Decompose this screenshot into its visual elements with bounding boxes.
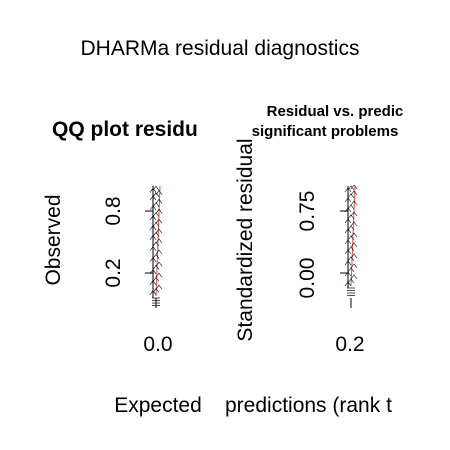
residual-point (344, 228, 352, 234)
residual-point (350, 190, 358, 196)
residual-point (350, 211, 358, 217)
residual-point (350, 232, 358, 238)
qq-point (149, 269, 157, 274)
residual-point (344, 207, 352, 213)
qq-point (149, 187, 157, 193)
qq-x-label: Expected (114, 394, 202, 417)
qq-point (155, 238, 163, 244)
qq-point (155, 272, 163, 278)
qq-point (149, 246, 157, 251)
qq-point (152, 277, 160, 282)
qq-point (152, 231, 160, 237)
residual-subtitle: significant problems (252, 123, 399, 140)
qq-x-tick-label-0.0: 0.0 (143, 333, 172, 356)
residual-point (347, 256, 355, 262)
qq-point (149, 205, 157, 211)
qq-point (152, 253, 160, 259)
qq-point (155, 190, 163, 195)
qq-point (155, 249, 163, 255)
residual-point (344, 187, 352, 193)
residual-point (350, 274, 358, 280)
qq-point (152, 192, 160, 197)
residual-x-label: predictions (rank t (225, 394, 392, 417)
qq-point (152, 264, 160, 270)
qq-point (155, 228, 163, 234)
residual-point (350, 253, 358, 259)
qq-point (155, 261, 163, 267)
residual-point (344, 281, 352, 287)
qq-y-tick-label-0.2: 0.2 (102, 258, 125, 287)
qq-point (149, 235, 157, 240)
qq-point (152, 222, 160, 227)
qq-point (149, 280, 157, 285)
residual-point (344, 249, 352, 255)
qq-point (149, 195, 157, 201)
residual-x-tick-label-0.2: 0.2 (335, 333, 364, 356)
qq-y-tick-label-0.8: 0.8 (102, 196, 125, 225)
qq-point (152, 185, 160, 191)
residual-data-marks (344, 184, 358, 296)
qq-point (152, 212, 160, 217)
qq-point (149, 290, 157, 295)
residual-panel: Residual vs. predic significant problems… (225, 103, 403, 417)
qq-point (155, 218, 163, 224)
qq-point (152, 241, 160, 247)
residual-point (350, 221, 358, 227)
qq-panel: QQ plot residu Observed 0.2 0.8 0.0 Expe… (42, 118, 202, 417)
qq-point (149, 215, 157, 221)
qq-point (149, 257, 157, 262)
qq-title: QQ plot residu (52, 118, 198, 141)
qq-y-label: Observed (42, 194, 65, 285)
residual-point (350, 242, 358, 248)
residual-point (350, 184, 358, 190)
qq-point (152, 288, 160, 293)
qq-point (155, 284, 163, 290)
residual-y-tick-label-0.75: 0.75 (296, 191, 319, 232)
residual-point (347, 235, 355, 241)
residual-point (350, 263, 358, 269)
qq-point (152, 202, 160, 207)
qq-point (155, 198, 163, 204)
qq-point (149, 225, 157, 230)
residual-point (347, 193, 355, 199)
right-clip (420, 90, 450, 420)
qq-reference-line (155, 185, 161, 297)
qq-data-marks (149, 185, 163, 306)
figure-title: DHARMa residual diagnostics (81, 37, 360, 60)
residual-point (347, 214, 355, 220)
residual-y-label: Standardized residual (234, 138, 257, 341)
residual-y-tick-label-0.00: 0.00 (296, 258, 319, 299)
residual-point (350, 200, 358, 206)
residual-title: Residual vs. predic (267, 103, 404, 120)
residual-point (347, 185, 355, 191)
qq-point (155, 208, 163, 214)
